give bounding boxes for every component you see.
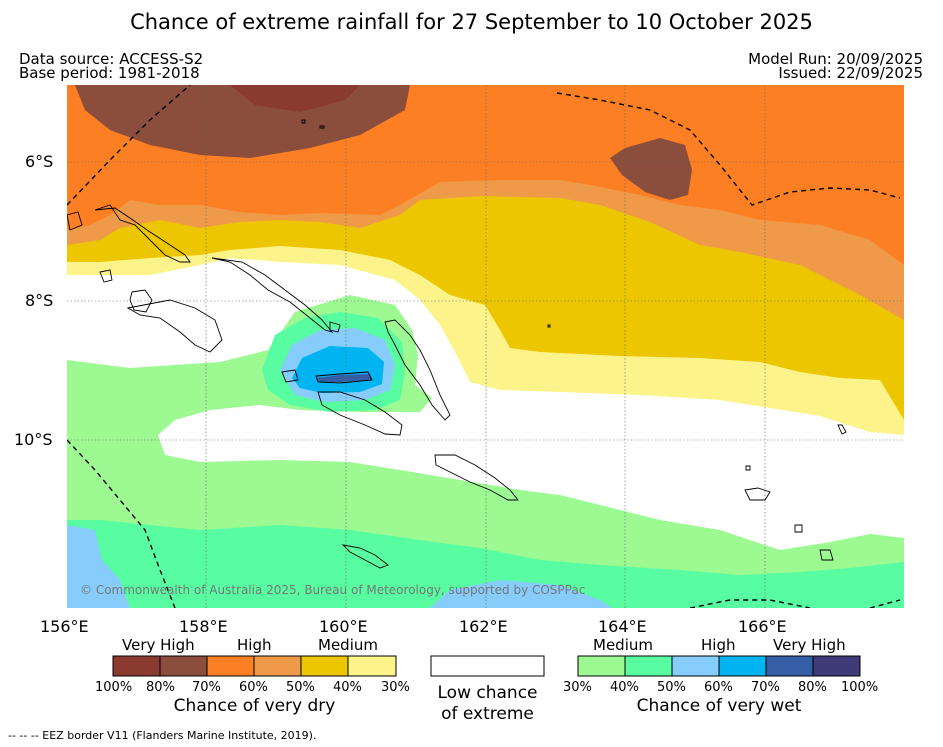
dry-100-core	[230, 85, 360, 112]
dry-caption: Chance of very dry	[173, 696, 336, 716]
dry-category-very-high: Very High	[122, 636, 195, 654]
wet-pct-70: 70%	[751, 680, 780, 695]
neutral-caption-line1: Low chance	[437, 683, 538, 703]
lon-label-160e: 160°E	[319, 617, 368, 636]
wet-pct-60: 60%	[704, 680, 733, 695]
wet-pct-40: 40%	[610, 680, 639, 695]
dry-pct-60: 60%	[239, 680, 268, 695]
map-field	[67, 85, 904, 608]
dry-pct-70: 70%	[192, 680, 221, 695]
lon-label-158e: 158°E	[179, 617, 228, 636]
lon-label-166e: 166°E	[738, 617, 787, 636]
wet-category-medium: Medium	[593, 636, 653, 654]
map-title: Chance of extreme rainfall for 27 Septem…	[130, 10, 813, 34]
wet-caption: Chance of very wet	[636, 696, 802, 716]
model-run: Model Run: 20/09/2025	[748, 50, 923, 68]
graticule	[67, 85, 904, 608]
lon-label-162e: 162°E	[459, 617, 508, 636]
lat-label-8s: 8°S	[25, 291, 54, 310]
lon-label-156e: 156°E	[40, 617, 89, 636]
dry-pct-40: 40%	[333, 680, 362, 695]
lat-label-10s: 10°S	[14, 430, 53, 449]
dry-pct-30: 30%	[381, 680, 410, 695]
dry-pct-100: 100%	[95, 680, 133, 695]
wet-pct-30: 30%	[563, 680, 592, 695]
wet-category-very-high: Very High	[773, 636, 846, 654]
lon-label-164e: 164°E	[598, 617, 647, 636]
coastlines	[67, 119, 847, 569]
wet-pct-80: 80%	[798, 680, 827, 695]
dry-pct-50: 50%	[286, 680, 315, 695]
wet-pct-100: 100%	[841, 680, 879, 695]
issued-date: Issued: 22/09/2025	[778, 64, 923, 82]
wet-70-streak	[316, 374, 372, 382]
data-source: Data source: ACCESS-S2	[19, 50, 204, 68]
wet-50-corner-sw	[67, 525, 130, 608]
eez-footnote: -- -- -- EEZ border V11 (Flanders Marine…	[8, 729, 317, 742]
base-period: Base period: 1981-2018	[19, 64, 200, 82]
neutral-caption-line2: of extreme	[441, 704, 534, 724]
dry-category-high: High	[237, 636, 272, 654]
wet-category-high: High	[701, 636, 736, 654]
wet-40-area	[67, 520, 904, 608]
copyright-notice: © Commonwealth of Australia 2025, Bureau…	[80, 583, 586, 597]
dry-pct-80: 80%	[146, 680, 175, 695]
wet-pct-50: 50%	[657, 680, 686, 695]
wet-50-south	[430, 580, 612, 608]
dry-80-blob-east	[610, 138, 692, 200]
dry-category-medium: Medium	[318, 636, 378, 654]
eez-borders	[67, 85, 901, 608]
lat-label-6s: 6°S	[25, 152, 54, 171]
